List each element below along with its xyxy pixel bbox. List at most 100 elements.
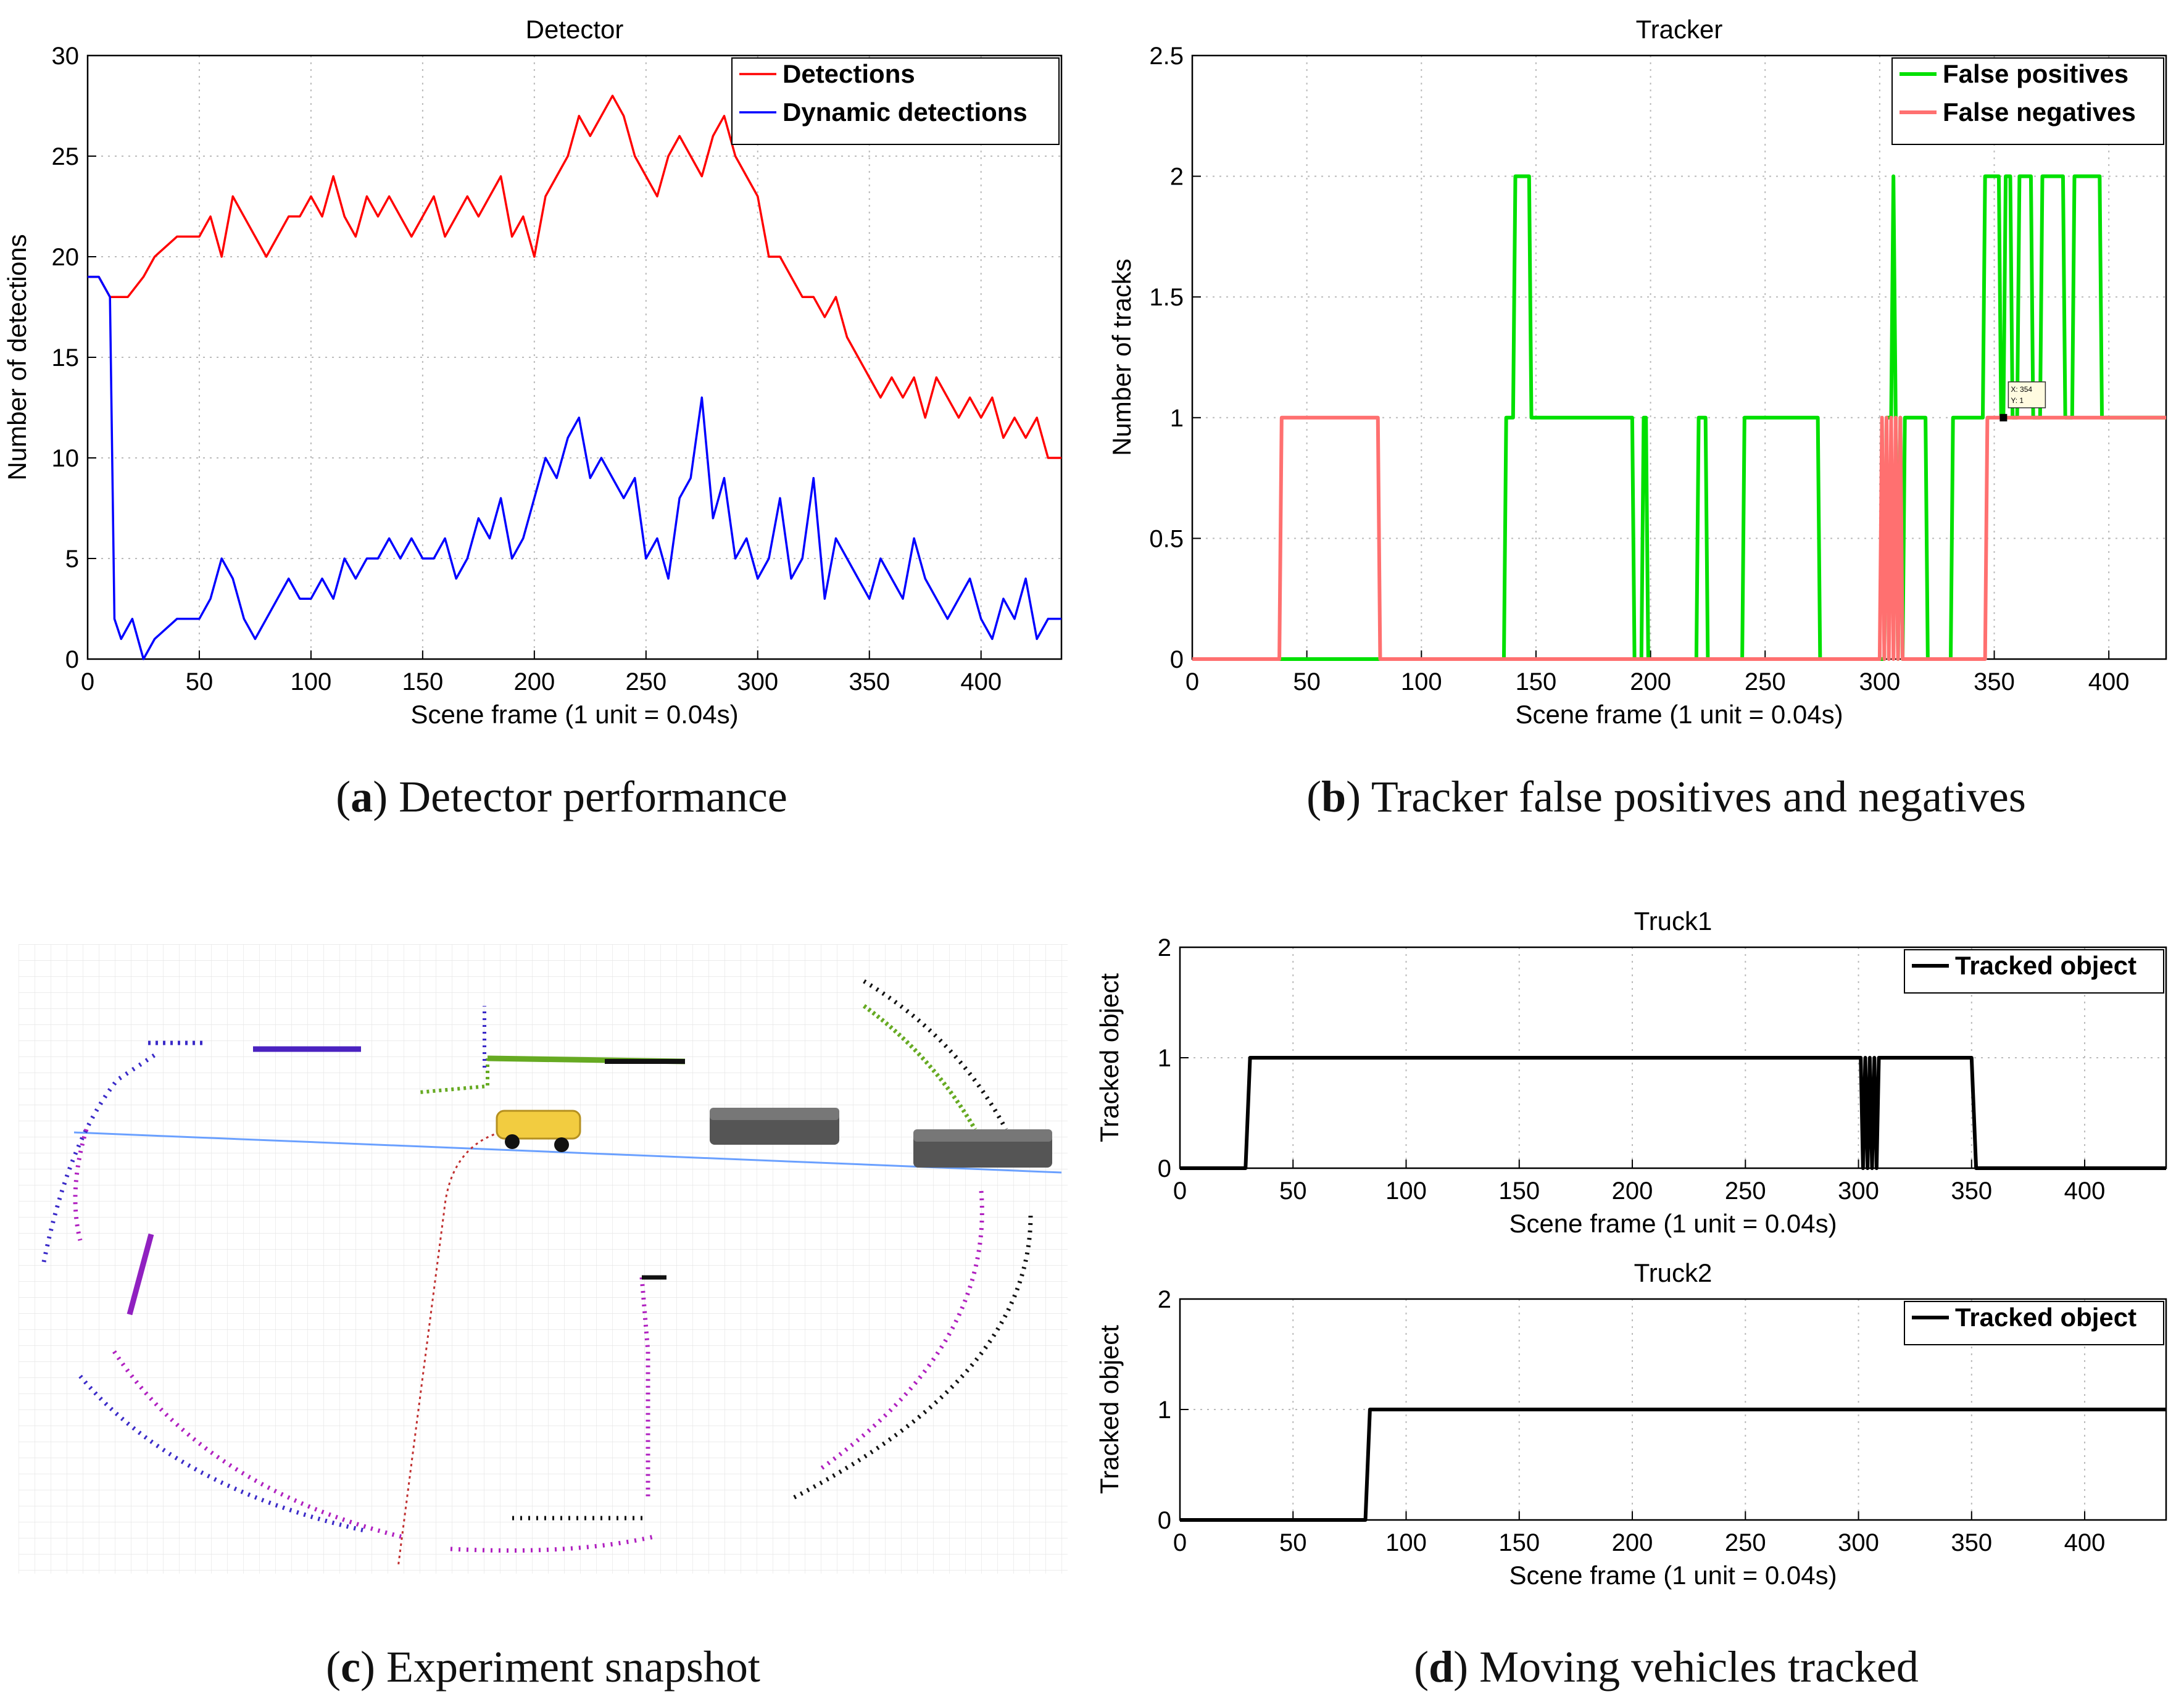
legend-label: Tracked object xyxy=(1955,1303,2136,1332)
x-tick-label: 150 xyxy=(1516,668,1557,695)
ego-trajectory xyxy=(397,1131,500,1568)
x-tick-label: 100 xyxy=(1401,668,1442,695)
legend-box xyxy=(731,57,1060,145)
series-line-dynamic-detections xyxy=(88,275,1061,660)
x-tick-label: 250 xyxy=(1725,1177,1766,1205)
datatip-box xyxy=(2008,381,2046,409)
beam-line xyxy=(73,1131,1062,1174)
x-tick-label: 150 xyxy=(1498,1529,1540,1556)
y-tick-label: 2 xyxy=(1158,934,1171,961)
y-tick-label: 0 xyxy=(1170,646,1184,673)
y-tick-label: 0 xyxy=(1158,1155,1171,1182)
ego-car xyxy=(496,1110,581,1140)
truck-1 xyxy=(710,1108,839,1145)
y-axis-label: Tracked object xyxy=(1095,1325,1124,1494)
chart-title: Detector xyxy=(526,15,624,44)
tracker-chart: 0 50 100 150 200 250 300 350 400 0 0.5 1 1.5 2 2.5 Trac… xyxy=(1107,15,2167,729)
legend-box xyxy=(1904,1301,2164,1345)
legend-label: False positives xyxy=(1943,59,2128,88)
series-line-tracked-object xyxy=(1180,1408,2166,1522)
caption-d: (d) Moving vehicles tracked xyxy=(1414,1642,1919,1692)
y-tick-label: 2 xyxy=(1158,1286,1171,1313)
legend-box xyxy=(1891,57,2164,145)
x-tick-label: 300 xyxy=(737,668,778,695)
y-tick-label: 1 xyxy=(1158,1045,1171,1072)
caption-a: (a) Detector performance xyxy=(336,772,787,821)
truck2-chart: 0 50 100 150 200 250 300 350 400 0 1 2 Truck2 Scene f… xyxy=(1095,1258,2167,1590)
y-tick-label: 15 xyxy=(52,344,80,372)
x-tick-label: 300 xyxy=(1838,1177,1879,1205)
caption-c: (c) Experiment snapshot xyxy=(326,1642,760,1692)
plot-frame xyxy=(1191,54,2167,660)
legend-label: False negatives xyxy=(1943,98,2136,127)
x-tick-label: 0 xyxy=(81,668,94,695)
y-tick-label: 0 xyxy=(65,646,79,673)
x-tick-label: 300 xyxy=(1859,668,1901,695)
series-line-tracked-object xyxy=(1180,1056,2166,1170)
y-tick-label: 20 xyxy=(52,244,80,271)
chart-title: Tracker xyxy=(1636,15,1723,44)
x-tick-label: 200 xyxy=(1612,1177,1653,1205)
x-tick-label: 400 xyxy=(2064,1177,2106,1205)
chart-title: Truck1 xyxy=(1634,907,1713,936)
x-tick-label: 400 xyxy=(2088,668,2130,695)
x-axis-label: Scene frame (1 unit = 0.04s) xyxy=(1509,1209,1837,1238)
y-axis-label: Number of detections xyxy=(2,234,31,480)
x-tick-label: 0 xyxy=(1185,668,1199,695)
experiment-snapshot-image xyxy=(19,944,1068,1574)
x-tick-label: 250 xyxy=(1745,668,1786,695)
legend-label: Tracked object xyxy=(1955,951,2136,980)
x-tick-label: 250 xyxy=(625,668,666,695)
x-axis-label: Scene frame (1 unit = 0.04s) xyxy=(1515,700,1843,729)
plot-frame xyxy=(86,54,1063,660)
y-tick-label: 5 xyxy=(65,546,79,573)
datatip-marker xyxy=(1999,413,2008,421)
legend-box xyxy=(1904,949,2164,994)
y-tick-label: 2 xyxy=(1170,164,1184,191)
y-tick-label: 1 xyxy=(1170,405,1184,432)
legend-label: Dynamic detections xyxy=(783,98,1028,127)
x-axis-label: Scene frame (1 unit = 0.04s) xyxy=(1509,1561,1837,1590)
detector-chart: 0 50 100 150 200 250 300 350 400 0 5 10 15 20 25 30 Dete… xyxy=(2,15,1063,729)
x-tick-label: 50 xyxy=(1279,1177,1307,1205)
y-tick-label: 25 xyxy=(52,143,80,170)
x-tick-label: 400 xyxy=(2064,1529,2106,1556)
x-tick-label: 200 xyxy=(513,668,555,695)
truck-2 xyxy=(913,1129,1052,1168)
y-tick-label: 10 xyxy=(52,445,80,472)
legend-label: Detections xyxy=(783,59,915,88)
x-tick-label: 350 xyxy=(1951,1177,1992,1205)
x-tick-label: 100 xyxy=(291,668,332,695)
x-tick-label: 100 xyxy=(1385,1529,1427,1556)
x-tick-label: 200 xyxy=(1612,1529,1653,1556)
x-axis-label: Scene frame (1 unit = 0.04s) xyxy=(410,700,738,729)
datatip-y: Y: 1 xyxy=(2011,396,2024,405)
y-tick-label: 2.5 xyxy=(1149,43,1184,70)
x-tick-label: 300 xyxy=(1838,1529,1879,1556)
datatip-x: X: 354 xyxy=(2011,385,2032,394)
chart-title: Truck2 xyxy=(1634,1258,1713,1287)
series-line-false-negatives xyxy=(1192,415,2166,661)
series-line-detections xyxy=(88,94,1061,459)
x-tick-label: 100 xyxy=(1385,1177,1427,1205)
x-tick-label: 50 xyxy=(1293,668,1321,695)
y-tick-label: 0 xyxy=(1158,1507,1171,1534)
y-axis-label: Tracked object xyxy=(1095,973,1124,1142)
x-tick-label: 0 xyxy=(1173,1177,1187,1205)
caption-b: (b) Tracker false positives and negative… xyxy=(1306,772,2026,821)
x-tick-label: 0 xyxy=(1173,1529,1187,1556)
y-tick-label: 0.5 xyxy=(1149,525,1184,552)
x-tick-label: 250 xyxy=(1725,1529,1766,1556)
x-tick-label: 150 xyxy=(402,668,444,695)
x-tick-label: 400 xyxy=(960,668,1002,695)
x-tick-label: 350 xyxy=(849,668,890,695)
y-tick-label: 1 xyxy=(1158,1397,1171,1424)
x-tick-label: 200 xyxy=(1630,668,1671,695)
x-tick-label: 50 xyxy=(186,668,214,695)
y-tick-label: 30 xyxy=(52,43,80,70)
y-tick-label: 1.5 xyxy=(1149,284,1184,311)
x-tick-label: 350 xyxy=(1974,668,2015,695)
x-tick-label: 50 xyxy=(1279,1529,1307,1556)
y-axis-label: Number of tracks xyxy=(1107,259,1136,456)
